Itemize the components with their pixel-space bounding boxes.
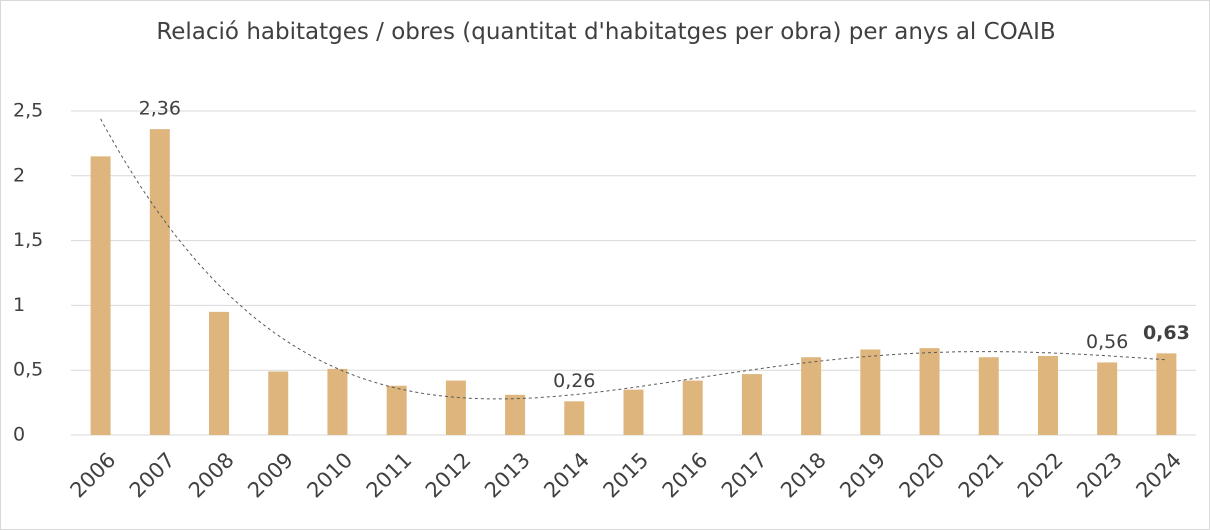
bar: [268, 371, 289, 435]
y-tick-label: 1,5: [13, 229, 43, 251]
x-tick-label: 2019: [835, 448, 890, 503]
y-tick-label: 1: [13, 294, 25, 316]
bar: [623, 389, 644, 435]
y-tick-label: 0,5: [13, 359, 43, 381]
y-tick-label: 0: [13, 424, 25, 446]
x-tick-label: 2015: [599, 448, 654, 503]
x-tick-label: 2021: [954, 448, 1009, 503]
bar: [978, 357, 999, 435]
bar: [860, 349, 881, 435]
bar: [90, 156, 111, 436]
x-tick-label: 2006: [66, 448, 121, 503]
x-tick-label: 2009: [243, 448, 298, 503]
bar: [801, 357, 822, 435]
bar: [919, 348, 940, 435]
bar: [327, 368, 348, 435]
x-tick-label: 2022: [1013, 448, 1068, 503]
y-tick-label: 2: [13, 164, 25, 186]
x-tick-label: 2007: [125, 448, 180, 503]
bar: [505, 394, 526, 435]
bar: [682, 380, 703, 435]
x-tick-label: 2018: [776, 448, 831, 503]
x-tick-label: 2020: [895, 448, 950, 503]
x-tick-label: 2024: [1131, 448, 1186, 503]
data-label: 2,36: [139, 98, 181, 120]
x-tick-label: 2023: [1072, 448, 1127, 503]
x-tick-label: 2010: [302, 448, 357, 503]
x-tick-label: 2008: [184, 448, 239, 503]
x-tick-label: 2011: [362, 448, 417, 503]
data-label: 0,56: [1086, 331, 1128, 353]
chart-title: Relació habitatges / obres (quantitat d'…: [156, 19, 1056, 45]
bar: [1097, 362, 1118, 435]
bar: [386, 385, 407, 435]
bar: [564, 401, 585, 435]
x-tick-label: 2012: [421, 448, 476, 503]
x-tick-label: 2013: [480, 448, 535, 503]
x-tick-label: 2016: [658, 448, 713, 503]
bar: [1156, 353, 1177, 435]
bar: [1037, 355, 1058, 435]
y-tick-label: 2,5: [13, 100, 43, 122]
x-tick-label: 2014: [539, 448, 594, 503]
bar: [149, 129, 170, 436]
bar: [741, 374, 762, 435]
bar: [209, 311, 230, 435]
x-tick-label: 2017: [717, 448, 772, 503]
data-label: 0,63: [1143, 322, 1190, 344]
data-label: 0,26: [553, 370, 595, 392]
bar: [445, 380, 466, 435]
trend-line: [100, 118, 1167, 400]
